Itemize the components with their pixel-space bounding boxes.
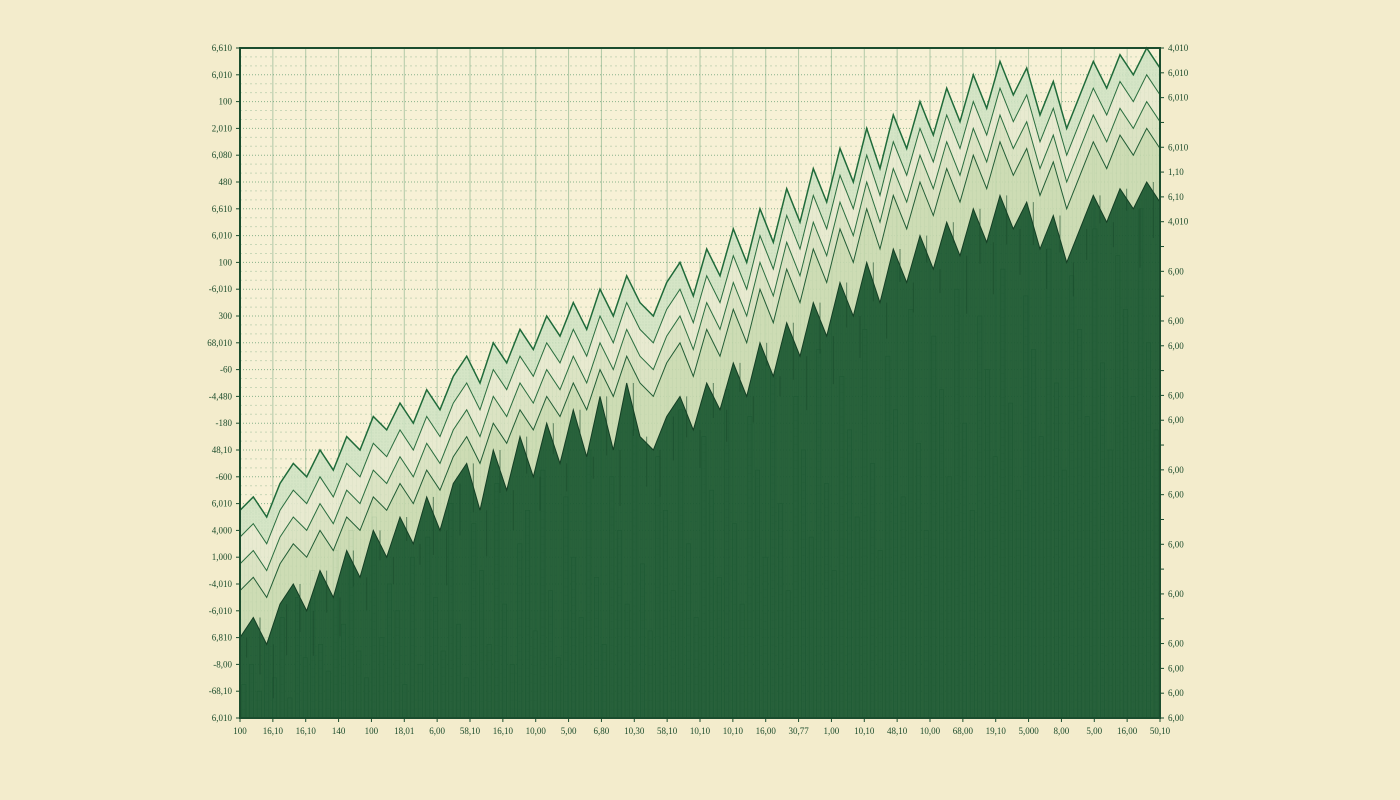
svg-text:48,10: 48,10 xyxy=(887,726,908,736)
svg-text:6,010: 6,010 xyxy=(212,70,233,80)
svg-text:6,10: 6,10 xyxy=(1168,192,1184,202)
svg-text:10,30: 10,30 xyxy=(624,726,645,736)
svg-text:68,00: 68,00 xyxy=(953,726,974,736)
svg-text:480: 480 xyxy=(219,177,233,187)
svg-text:1,10: 1,10 xyxy=(1168,167,1184,177)
x-axis-labels: 100 16,10 16,10 140 100 18,01 6,00 58,10 16,10 10… xyxy=(233,718,1170,736)
svg-text:6,00: 6,00 xyxy=(1168,539,1184,549)
svg-text:58,10: 58,10 xyxy=(460,726,481,736)
svg-text:5,000: 5,000 xyxy=(1018,726,1039,736)
svg-text:10,10: 10,10 xyxy=(854,726,875,736)
svg-text:6,00: 6,00 xyxy=(1168,639,1184,649)
svg-text:10,00: 10,00 xyxy=(920,726,941,736)
svg-text:68,010: 68,010 xyxy=(207,338,232,348)
svg-text:100: 100 xyxy=(219,257,233,267)
svg-text:6,00: 6,00 xyxy=(1168,415,1184,425)
svg-text:6,080: 6,080 xyxy=(212,150,233,160)
svg-text:16,10: 16,10 xyxy=(263,726,284,736)
svg-text:10,00: 10,00 xyxy=(526,726,547,736)
svg-text:16,10: 16,10 xyxy=(296,726,317,736)
svg-text:48,10: 48,10 xyxy=(212,445,233,455)
svg-text:-6,010: -6,010 xyxy=(209,284,233,294)
svg-text:-6,010: -6,010 xyxy=(209,606,233,616)
svg-text:6,00: 6,00 xyxy=(1168,465,1184,475)
svg-text:4,000: 4,000 xyxy=(212,525,233,535)
svg-text:100: 100 xyxy=(365,726,379,736)
svg-text:30,77: 30,77 xyxy=(788,726,809,736)
svg-text:6,010: 6,010 xyxy=(212,499,233,509)
svg-text:16,00: 16,00 xyxy=(1117,726,1138,736)
svg-text:100: 100 xyxy=(219,97,233,107)
svg-text:1,000: 1,000 xyxy=(212,552,233,562)
svg-text:19,10: 19,10 xyxy=(986,726,1007,736)
svg-text:6,010: 6,010 xyxy=(1168,68,1189,78)
svg-text:6,00: 6,00 xyxy=(429,726,445,736)
svg-text:16,00: 16,00 xyxy=(756,726,777,736)
svg-text:5,00: 5,00 xyxy=(1086,726,1102,736)
svg-text:6,00: 6,00 xyxy=(1168,663,1184,673)
svg-text:6,00: 6,00 xyxy=(1168,316,1184,326)
svg-text:6,810: 6,810 xyxy=(212,633,233,643)
svg-text:10,10: 10,10 xyxy=(723,726,744,736)
svg-text:-180: -180 xyxy=(216,418,233,428)
svg-text:6,00: 6,00 xyxy=(1168,589,1184,599)
svg-text:-4,010: -4,010 xyxy=(209,579,233,589)
svg-text:10,10: 10,10 xyxy=(690,726,711,736)
svg-text:300: 300 xyxy=(219,311,233,321)
y-axis-left-labels: 6,610 6,010 100 2,010 6,080 480 6,610 6,010 100 -… xyxy=(207,43,240,723)
svg-text:2,010: 2,010 xyxy=(212,123,233,133)
svg-text:6,00: 6,00 xyxy=(1168,390,1184,400)
svg-text:50,10: 50,10 xyxy=(1150,726,1171,736)
svg-text:-8,00: -8,00 xyxy=(213,659,232,669)
svg-text:16,10: 16,10 xyxy=(493,726,514,736)
svg-text:-60: -60 xyxy=(220,365,232,375)
svg-text:100: 100 xyxy=(233,726,247,736)
svg-text:18,01: 18,01 xyxy=(394,726,414,736)
svg-text:1,00: 1,00 xyxy=(824,726,840,736)
svg-text:6,00: 6,00 xyxy=(1168,688,1184,698)
svg-text:6,010: 6,010 xyxy=(1168,142,1189,152)
svg-text:6,80: 6,80 xyxy=(594,726,610,736)
chart-container: 6,6106,0101002,0106,0804806,6106,010100-… xyxy=(0,0,1400,800)
svg-text:5,00: 5,00 xyxy=(561,726,577,736)
svg-text:6,00: 6,00 xyxy=(1168,341,1184,351)
svg-text:140: 140 xyxy=(332,726,346,736)
svg-text:6,010: 6,010 xyxy=(212,231,233,241)
svg-text:6,610: 6,610 xyxy=(212,43,233,53)
svg-text:8,00: 8,00 xyxy=(1054,726,1070,736)
svg-text:6,00: 6,00 xyxy=(1168,490,1184,500)
svg-text:-4,480: -4,480 xyxy=(209,391,233,401)
svg-text:4,010: 4,010 xyxy=(1168,43,1189,53)
y-axis-right-labels: 4,010 6,010 6,010 6,010 1,10 6,10 4,010 6,00 6,0… xyxy=(1160,43,1189,723)
svg-text:6,00: 6,00 xyxy=(1168,266,1184,276)
svg-text:6,610: 6,610 xyxy=(212,204,233,214)
svg-text:6,010: 6,010 xyxy=(1168,93,1189,103)
svg-text:4,010: 4,010 xyxy=(1168,217,1189,227)
svg-text:6,010: 6,010 xyxy=(212,713,233,723)
svg-text:-600: -600 xyxy=(216,472,233,482)
svg-text:6,00: 6,00 xyxy=(1168,713,1184,723)
svg-text:-68,10: -68,10 xyxy=(209,686,233,696)
svg-text:58,10: 58,10 xyxy=(657,726,678,736)
